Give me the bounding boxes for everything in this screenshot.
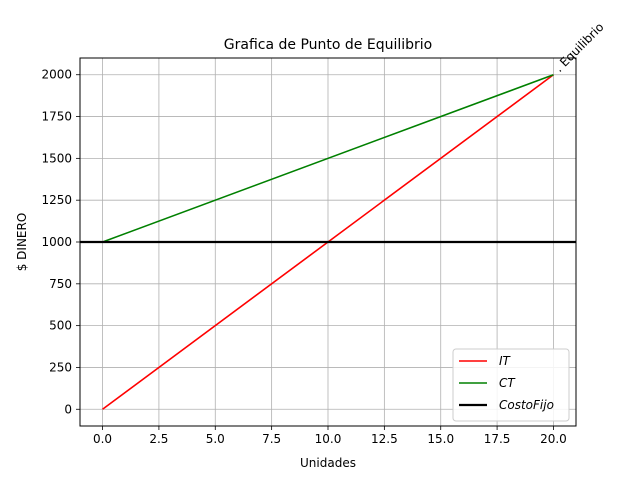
y-axis-ticks: 0 250 500 750 1000 1250 1500 1750 2000 (41, 68, 80, 416)
legend-label-ct: CT (499, 376, 516, 390)
legend-label-costofijo: CostoFijo (499, 398, 554, 412)
y-tick-label: 1750 (41, 110, 72, 124)
x-tick-label: 10.0 (315, 432, 342, 446)
legend-label-it: IT (499, 354, 512, 368)
legend: IT CT CostoFijo (452, 348, 570, 422)
x-tick-label: 2.5 (149, 432, 168, 446)
x-tick-label: 17.5 (484, 432, 511, 446)
x-tick-label: 15.0 (427, 432, 454, 446)
x-tick-label: 20.0 (540, 432, 567, 446)
chart-title: Grafica de Punto de Equilibrio (224, 37, 432, 53)
legend-box (452, 348, 570, 422)
x-axis-label: Unidades (300, 456, 356, 470)
x-tick-label: 0.0 (93, 432, 112, 446)
y-tick-label: 1250 (41, 193, 72, 207)
y-tick-label: 1000 (41, 235, 72, 249)
y-tick-label: 1500 (41, 151, 72, 165)
series-line-ct (102, 73, 554, 243)
x-axis-ticks: 0.0 2.5 5.0 7.5 10.0 12.5 15.0 17.5 20.0 (93, 426, 567, 446)
y-tick-label: 2000 (41, 68, 72, 82)
x-tick-label: 7.5 (262, 432, 281, 446)
y-tick-label: 0 (64, 402, 72, 416)
y-axis-label: $ DINERO (15, 213, 29, 272)
y-tick-label: 250 (49, 360, 72, 374)
x-tick-label: 5.0 (206, 432, 225, 446)
y-tick-label: 750 (49, 277, 72, 291)
plot-area (80, 73, 576, 410)
y-tick-label: 500 (49, 319, 72, 333)
x-tick-label: 12.5 (371, 432, 398, 446)
